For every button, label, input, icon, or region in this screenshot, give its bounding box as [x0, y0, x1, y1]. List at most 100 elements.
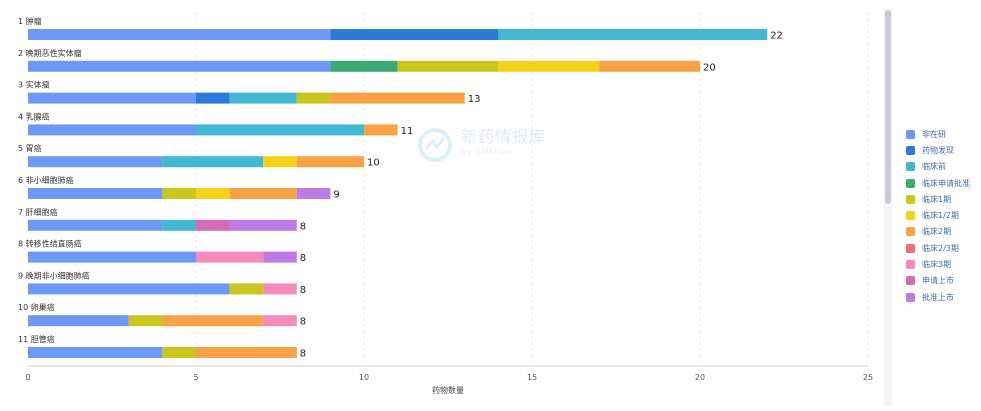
category-label: 10 卵巢癌	[18, 302, 55, 312]
legend-swatch	[906, 145, 915, 155]
bar-segment	[196, 92, 230, 104]
bar-total-label: 8	[300, 349, 306, 360]
bar-segment	[229, 283, 264, 295]
legend-item[interactable]: 临床1/2期	[906, 207, 970, 223]
bar-segment	[162, 188, 196, 199]
bar-segment	[196, 124, 364, 136]
bar-segment	[263, 283, 297, 295]
category-label: 6 非小细胞肺癌	[18, 175, 74, 185]
bar-segment	[162, 156, 264, 168]
bar-segment	[28, 347, 163, 358]
bar-segment	[330, 60, 398, 72]
bar-total-label: 8	[300, 317, 306, 328]
bar-segment	[296, 188, 331, 199]
category-label: 4 乳腺癌	[18, 111, 50, 121]
legend-label: 临床申请批准	[922, 178, 970, 188]
bar-segment	[229, 219, 297, 231]
bar-segment	[28, 188, 163, 199]
bar-segment	[296, 156, 364, 168]
legend-label: 批准上市	[922, 292, 954, 302]
x-tick-label: 15	[527, 373, 537, 382]
legend-item[interactable]: 药物发现	[906, 142, 970, 158]
legend-label: 申请上市	[922, 276, 954, 286]
bar-segment	[296, 92, 331, 104]
category-label: 2 晚期恶性实体瘤	[18, 48, 82, 58]
bar-segment	[28, 60, 331, 72]
bar-segment	[397, 60, 499, 72]
legend-swatch	[906, 260, 915, 270]
legend-label: 临床1/2期	[922, 211, 959, 221]
watermark: 新药情报库 by patsnap	[417, 127, 546, 163]
bar-total-label: 8	[300, 285, 306, 296]
x-axis-title: 药物数量	[432, 385, 464, 395]
bar-segment	[196, 219, 230, 231]
bar-segment	[28, 283, 230, 295]
bar-segment	[196, 188, 230, 199]
legend: 非在研药物发现临床前临床申请批准 临床1期临床1/2期 临床2期临床2/3期 临床3期…	[906, 126, 970, 305]
bar-segment	[28, 29, 331, 40]
bar-total-label: 8	[300, 221, 306, 232]
bar-segment	[263, 315, 297, 327]
legend-item[interactable]: 临床2期	[906, 224, 970, 240]
bar-segment	[28, 251, 196, 263]
legend-swatch	[906, 129, 915, 139]
patsnap-logo-icon	[418, 128, 452, 162]
x-tick-label: 5	[193, 373, 198, 382]
bar-segment	[28, 315, 129, 327]
legend-item[interactable]: 申请上市	[906, 273, 970, 289]
x-tick-label: 0	[25, 373, 30, 382]
legend-swatch	[906, 243, 915, 253]
legend-item[interactable]: 临床申请批准	[906, 175, 970, 191]
bar-total-label: 22	[770, 31, 783, 42]
category-label: 8 转移性结直肠癌	[18, 239, 82, 249]
x-tick-label: 25	[863, 373, 873, 382]
bar-segment	[599, 60, 700, 72]
bar-total-label: 20	[703, 62, 716, 73]
category-label: 3 实体瘤	[18, 80, 50, 90]
bar-segment	[162, 219, 196, 231]
bar-segment	[330, 92, 465, 104]
legend-item[interactable]: 临床2/3期	[906, 240, 970, 256]
legend-label: 非在研	[922, 129, 946, 139]
bar-total-label: 11	[401, 126, 414, 137]
bar-total-label: 9	[333, 190, 339, 201]
legend-item[interactable]: 临床前	[906, 159, 970, 175]
bar-segment	[162, 347, 196, 358]
bar-segment	[498, 29, 768, 40]
watermark-subtitle: by patsnap	[461, 147, 512, 157]
legend-item[interactable]: 批准上市	[906, 289, 970, 305]
legend-label: 临床2期	[922, 227, 952, 237]
bar-segment	[330, 29, 499, 40]
legend-label: 临床前	[922, 162, 946, 172]
category-label: 11 胆管癌	[18, 334, 55, 344]
legend-swatch	[906, 178, 915, 188]
legend-label: 临床3期	[922, 260, 952, 270]
vertical-scrollbar[interactable]	[884, 8, 892, 406]
legend-label: 临床1期	[922, 194, 952, 204]
bar-segment	[196, 347, 297, 358]
legend-swatch	[906, 292, 915, 302]
category-label: 1 肿瘤	[18, 16, 42, 26]
category-label: 9 晚期非小细胞肺癌	[18, 270, 90, 280]
bar-segment	[28, 124, 196, 136]
x-tick-label: 10	[359, 373, 369, 382]
legend-item[interactable]: 非在研	[906, 126, 970, 142]
bar-segment	[263, 251, 297, 263]
legend-item[interactable]: 临床1期	[906, 191, 970, 207]
bar-total-label: 8	[300, 253, 306, 264]
legend-swatch	[906, 211, 915, 221]
bar-segment	[28, 156, 163, 168]
legend-item[interactable]: 临床3期	[906, 256, 970, 272]
category-label: 7 肝细胞癌	[18, 207, 58, 217]
scrollbar-thumb[interactable]	[885, 10, 891, 204]
legend-label: 临床2/3期	[922, 243, 959, 253]
bar-segment	[162, 315, 264, 327]
bar-total-label: 13	[468, 94, 481, 105]
bar-segment	[364, 124, 398, 136]
legend-swatch	[906, 276, 915, 286]
legend-swatch	[906, 194, 915, 204]
bar-segment	[498, 60, 600, 72]
bar-segment	[229, 188, 297, 199]
